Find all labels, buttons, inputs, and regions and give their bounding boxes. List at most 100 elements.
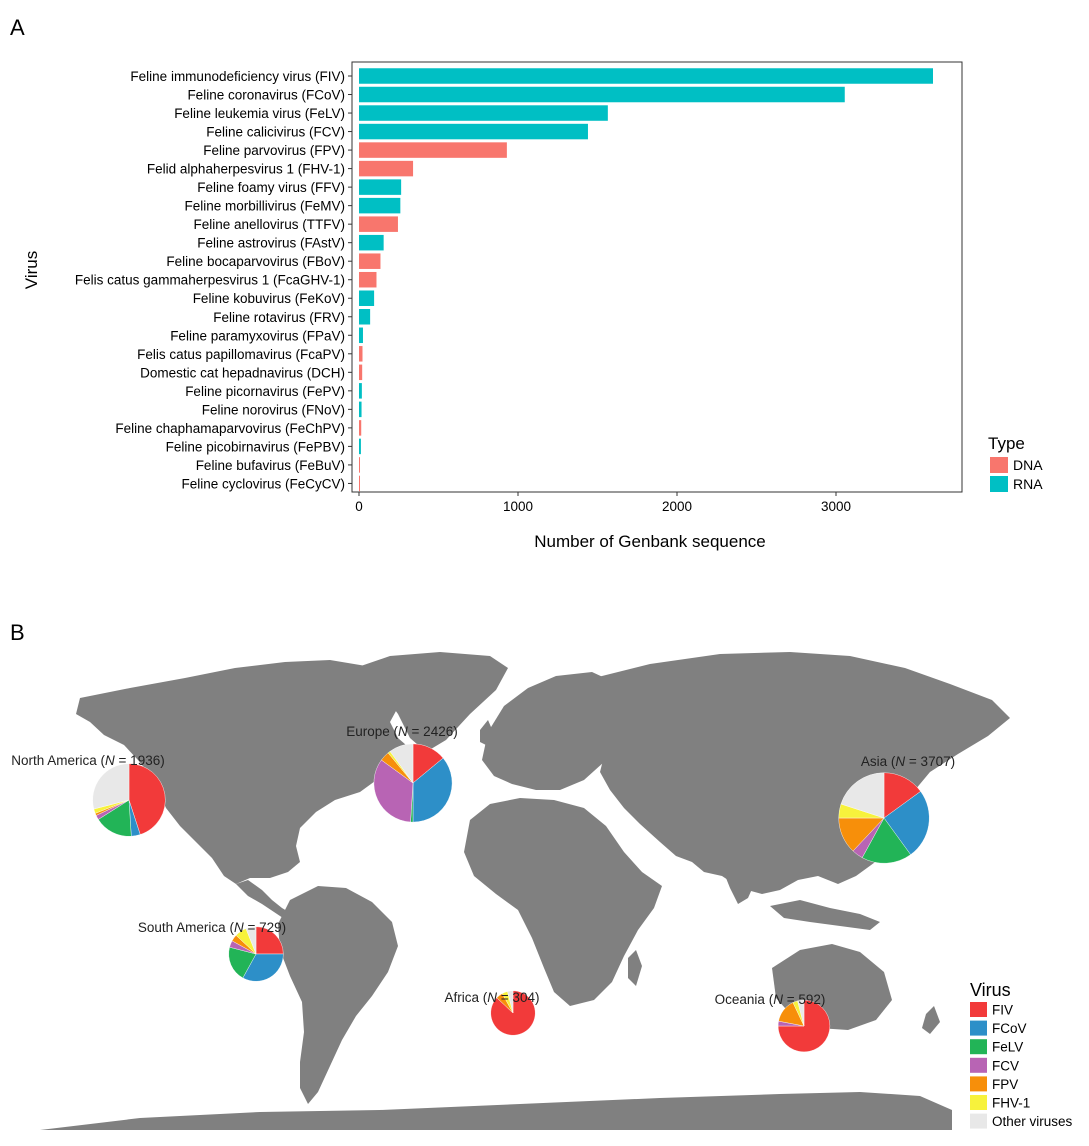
bar-chart: Feline immunodeficiency virus (FIV) Felin…	[22, 61, 1043, 551]
pie-slice	[228, 946, 257, 979]
legend-swatch	[970, 1057, 987, 1073]
bar	[359, 290, 375, 306]
panel-b-label: B	[10, 620, 25, 645]
y-tick-label: Felis catus gammaherpesvirus 1 (FcaGHV-1…	[75, 273, 345, 288]
pie-slice	[883, 791, 930, 855]
bar	[359, 420, 362, 436]
pie-region-label: Africa (N = 304)	[445, 990, 540, 1005]
world-map	[40, 652, 1010, 1130]
legend-label: Other viruses	[992, 1114, 1073, 1129]
y-tick-label: Feline rotavirus (FRV)	[213, 310, 345, 325]
y-tick-label: Domestic cat hepadnavirus (DCH)	[140, 365, 345, 380]
y-tick-label: Feline morbillivirus (FeMV)	[184, 199, 345, 214]
bar	[359, 179, 402, 195]
x-tick-label: 3000	[821, 499, 851, 514]
pie-region-label: South America (N = 729)	[138, 920, 286, 935]
y-tick-label: Feline astrovirus (FAstV)	[197, 236, 345, 251]
bar-category-labels: Feline immunodeficiency virus (FIV) Felin…	[75, 69, 352, 491]
bar	[359, 327, 363, 344]
legend-swatch	[970, 1020, 987, 1036]
legend-label: FPV	[992, 1077, 1018, 1092]
y-tick-label: Feline foamy virus (FFV)	[197, 180, 345, 195]
y-tick-label: Feline chaphamaparvovirus (FeChPV)	[115, 421, 345, 436]
legend-swatch	[970, 1076, 987, 1092]
panel-a-label: A	[10, 15, 25, 40]
x-tick-label: 0	[355, 499, 363, 514]
type-legend: Type DNA RNA	[988, 434, 1043, 492]
pie-europe: Europe (N = 2426)	[346, 724, 458, 823]
virus-legend-title: Virus	[970, 980, 1011, 1000]
y-axis-title: Virus	[22, 251, 41, 289]
bar	[359, 86, 845, 103]
land-british-isles	[480, 720, 494, 746]
pie-slice	[92, 763, 130, 810]
region-pies: North America (N = 1936) Europe (N = 2426…	[11, 724, 955, 1053]
bar	[359, 475, 360, 492]
legend-label: FeLV	[992, 1040, 1023, 1055]
bar	[359, 234, 384, 251]
pie-slice	[840, 772, 885, 819]
x-axis-title: Number of Genbank sequence	[534, 532, 766, 551]
y-tick-label: Felis catus papillomavirus (FcaPV)	[137, 347, 345, 362]
y-tick-label: Feline calicivirus (FCV)	[206, 125, 345, 140]
y-tick-label: Feline coronavirus (FCoV)	[187, 88, 345, 103]
pie-slice	[245, 926, 257, 955]
y-tick-label: Feline picornavirus (FePV)	[185, 384, 345, 399]
pie-region-label: Europe (N = 2426)	[346, 724, 457, 739]
y-tick-label: Feline bocaparvovirus (FBoV)	[166, 254, 345, 269]
legend-swatch	[970, 1002, 987, 1017]
pie-region-label: Asia (N = 3707)	[861, 754, 955, 769]
bar	[359, 309, 371, 325]
y-tick-label: Feline bufavirus (FeBuV)	[196, 458, 345, 473]
legend-label-rna: RNA	[1013, 476, 1043, 492]
land-iceland	[444, 688, 472, 704]
legend-label-dna: DNA	[1013, 457, 1043, 473]
pie-slice	[507, 990, 514, 1014]
pie-region-label: Oceania (N = 592)	[715, 992, 826, 1007]
bar	[359, 123, 588, 140]
y-tick-label: Feline leukemia virus (FeLV)	[174, 106, 345, 121]
pie-slice	[777, 999, 831, 1053]
bar	[359, 105, 608, 121]
pie-south-america: South America (N = 729)	[138, 920, 286, 982]
bar	[359, 401, 362, 418]
bar	[359, 197, 401, 214]
land-asia	[586, 652, 1010, 894]
pie-slice	[128, 763, 166, 835]
y-tick-label: Feline paramyxovirus (FPaV)	[170, 328, 345, 343]
legend-label: FHV-1	[992, 1096, 1030, 1111]
land-greenland	[355, 652, 508, 752]
legend-label: FCoV	[992, 1021, 1027, 1036]
y-tick-label: Felid alphaherpesvirus 1 (FHV-1)	[147, 162, 345, 177]
land-europe	[482, 672, 618, 790]
y-tick-label: Feline kobuvirus (FeKoV)	[193, 291, 345, 306]
pie-slice	[861, 817, 911, 864]
virus-legend: Virus FIV FCoV FeLV FCV FPV FHV-1 Other viruse…	[970, 980, 1073, 1129]
legend-swatch	[970, 1113, 987, 1129]
bar	[359, 457, 360, 473]
pie-slice	[389, 743, 414, 784]
x-tick-label: 1000	[503, 499, 533, 514]
type-legend-title: Type	[988, 434, 1025, 453]
bar-x-ticks: 0 1000 2000 3000	[355, 492, 851, 514]
pie-slice	[797, 999, 805, 1027]
pie-region-label: North America (N = 1936)	[11, 753, 164, 768]
pie-slice	[373, 759, 414, 823]
x-tick-label: 2000	[662, 499, 692, 514]
y-tick-label: Feline anellovirus (TTFV)	[193, 217, 345, 232]
legend-swatch	[970, 1039, 987, 1055]
bar	[359, 383, 362, 399]
bar	[359, 346, 363, 362]
land-madagascar	[628, 950, 642, 986]
land-antarctica	[40, 1092, 952, 1130]
bar	[359, 68, 933, 84]
pie-asia: Asia (N = 3707)	[838, 754, 955, 864]
legend-swatch	[970, 1095, 987, 1110]
land-africa	[464, 798, 662, 1006]
pie-slice	[255, 926, 284, 955]
land-new-zealand	[922, 1006, 940, 1034]
legend-label: FCV	[992, 1058, 1019, 1073]
land-north-america	[76, 660, 414, 884]
pie-slice	[242, 953, 284, 982]
